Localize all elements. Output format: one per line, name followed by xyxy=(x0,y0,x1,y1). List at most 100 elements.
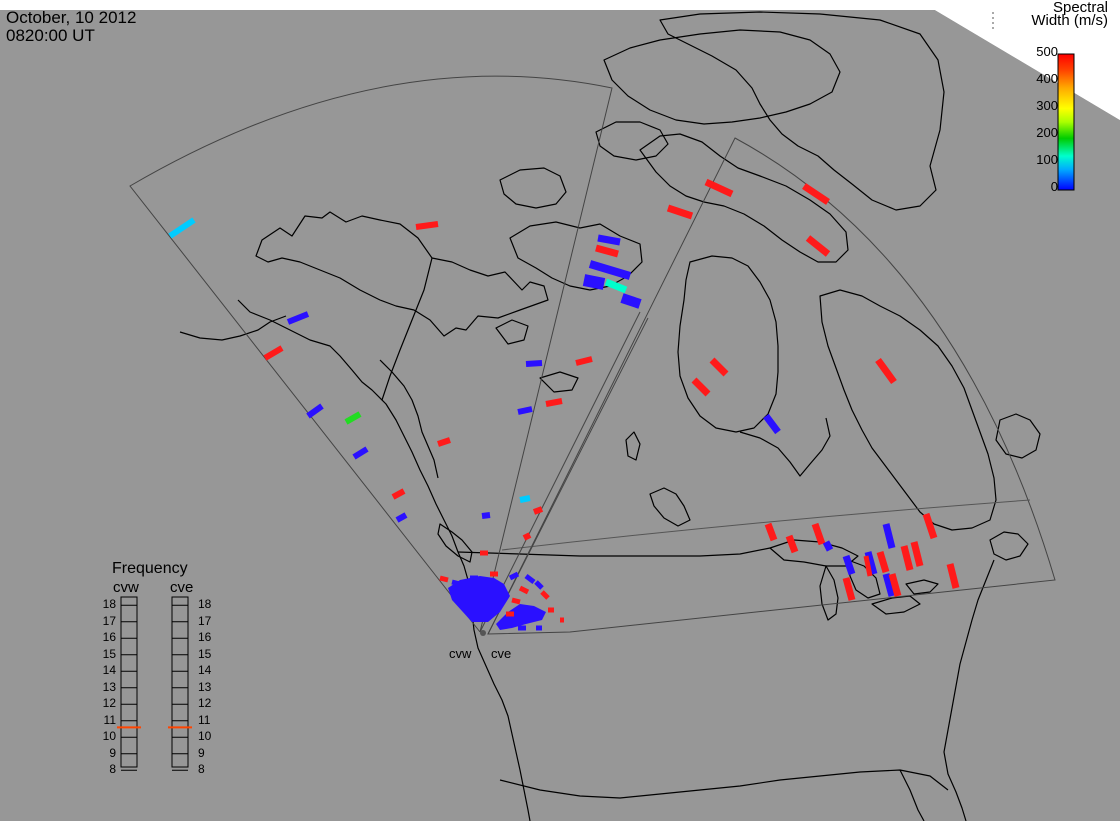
frequency-tick-cve: 11 xyxy=(198,712,211,727)
frequency-tick-cvw: 14 xyxy=(102,663,116,678)
frequency-tick-cve: 13 xyxy=(198,679,212,694)
fov-cve xyxy=(487,137,1056,635)
echo-cell xyxy=(437,437,451,447)
colorbar-tick: 400 xyxy=(1036,71,1058,86)
echo-cell xyxy=(805,235,831,257)
echo-cell xyxy=(882,573,896,597)
coast-west xyxy=(255,211,549,337)
echo-cell xyxy=(875,357,897,385)
frequency-tick-cvw: 15 xyxy=(102,646,116,661)
arctic-devon xyxy=(595,121,669,161)
echo-cell xyxy=(508,571,520,581)
echo-cell xyxy=(842,577,856,601)
echo-cell xyxy=(842,554,856,576)
coast-labrador xyxy=(819,289,997,531)
echo-cell xyxy=(882,523,896,549)
border-alaska-canada xyxy=(381,257,433,401)
site-label-west: cvw xyxy=(449,646,472,661)
echo-cell xyxy=(344,411,362,425)
echo-cell xyxy=(263,345,284,361)
frequency-tick-cvw: 9 xyxy=(109,745,116,760)
echo-cell xyxy=(540,590,550,600)
echo-cell xyxy=(876,550,890,574)
echo-cells xyxy=(168,178,960,631)
echo-cell xyxy=(415,221,439,230)
lake-great-slave xyxy=(539,371,579,393)
frequency-tick-cve: 10 xyxy=(198,729,212,744)
echo-cell xyxy=(532,506,544,515)
fov-cve-range-arc xyxy=(501,499,1031,551)
frequency-tick-cvw: 8 xyxy=(109,762,116,777)
echo-cell xyxy=(900,545,914,571)
echo-cell xyxy=(391,488,406,500)
site-label-east: cve xyxy=(491,646,512,661)
echo-cell xyxy=(306,403,324,419)
frequency-tick-cve: 8 xyxy=(198,762,205,777)
echo-cell xyxy=(439,575,449,583)
frequency-gauges xyxy=(120,596,189,768)
colorbar-scale xyxy=(1057,53,1075,191)
frequency-tick-cve: 17 xyxy=(198,613,212,628)
coast-james-bay xyxy=(739,417,831,477)
fov-outlines xyxy=(129,75,1056,635)
frequency-gauge-cvw xyxy=(120,596,138,768)
echo-cell xyxy=(922,512,938,540)
coast-vancouver-island xyxy=(437,523,473,563)
frequency-gauge-cve xyxy=(171,596,189,768)
echo-cell xyxy=(519,495,531,503)
echo-cell xyxy=(691,377,711,397)
frequency-tick-cve: 18 xyxy=(198,597,212,612)
border-us-canada xyxy=(457,547,771,557)
colorbar-title-line2: Width (m/s) xyxy=(1031,12,1108,29)
frequency-tick-cvw: 11 xyxy=(103,712,116,727)
echo-cell xyxy=(286,311,310,325)
colorbar-tick: 300 xyxy=(1036,98,1058,113)
echo-cell xyxy=(352,446,369,460)
coast-newfoundland xyxy=(995,413,1041,459)
arctic-ellesmere xyxy=(603,29,841,125)
frequency-tick-cvw: 16 xyxy=(102,630,116,645)
coast-alaska-peninsula xyxy=(237,299,531,821)
echo-cell xyxy=(802,183,830,205)
echo-cell xyxy=(822,540,834,552)
echo-cell xyxy=(666,204,694,220)
echo-cell xyxy=(168,217,196,239)
echo-cell xyxy=(582,274,606,290)
frequency-tick-cve: 14 xyxy=(198,663,212,678)
colorbar-tick: 0 xyxy=(1050,179,1058,194)
echo-cell xyxy=(545,398,563,407)
coast-florida xyxy=(899,769,925,821)
echo-cell xyxy=(451,579,461,587)
arctic-baffin-island xyxy=(639,133,849,263)
plot-date: October, 10 2012 xyxy=(6,8,137,27)
coast-nova-scotia xyxy=(989,531,1029,561)
coast-bc-islands xyxy=(379,359,439,479)
frequency-label-cvw: cvw xyxy=(113,579,139,596)
lake-winnipeg xyxy=(625,431,641,461)
echo-cell xyxy=(910,541,924,567)
echo-cell xyxy=(864,551,878,575)
frequency-tick-cvw: 18 xyxy=(102,597,116,612)
echo-cell xyxy=(595,244,619,258)
frequency-tick-cvw: 13 xyxy=(102,679,116,694)
echo-cell xyxy=(604,278,628,294)
arctic-banks xyxy=(499,167,567,209)
frequency-tick-cvw: 12 xyxy=(102,696,116,711)
coast-aleutian xyxy=(179,315,287,341)
echo-cell xyxy=(511,597,521,605)
frequency-tick-cve: 12 xyxy=(198,696,212,711)
echo-near-range-fan xyxy=(448,576,510,622)
frequency-title: Frequency xyxy=(112,560,188,577)
echo-cell xyxy=(524,574,536,584)
echo-cell xyxy=(518,585,530,595)
echo-cell xyxy=(534,580,544,590)
echo-cell xyxy=(863,555,873,577)
lake-athabasca xyxy=(649,487,691,527)
frequency-tick-cve: 15 xyxy=(198,646,212,661)
echo-cell xyxy=(888,573,902,597)
lake-ontario xyxy=(905,579,939,595)
echo-cell xyxy=(764,522,778,542)
colorbar-tick: 500 xyxy=(1036,44,1058,59)
